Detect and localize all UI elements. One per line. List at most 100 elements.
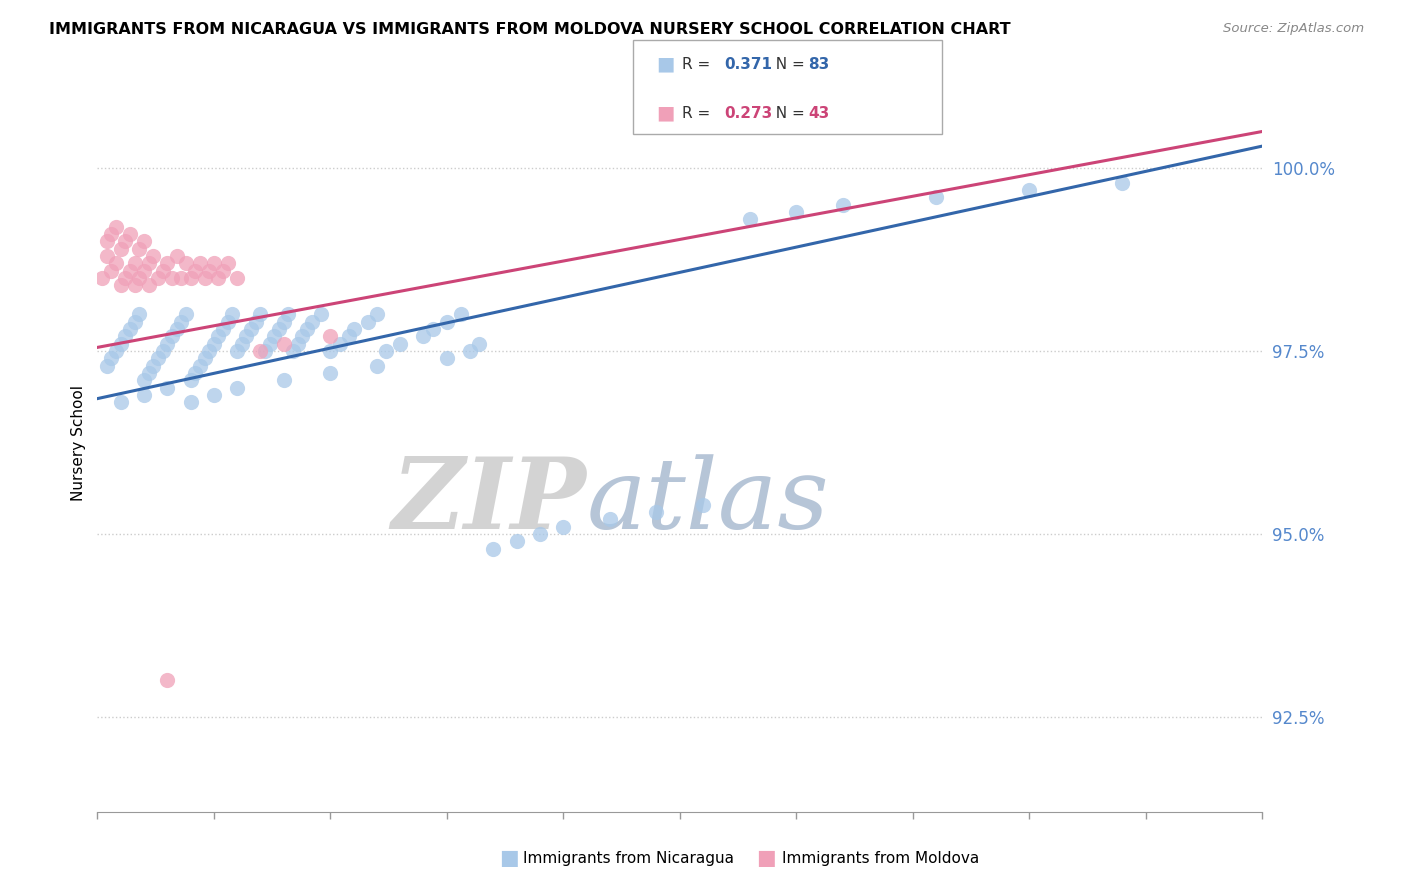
Point	[366, 359, 388, 373]
Point	[738, 212, 761, 227]
Point	[124, 278, 146, 293]
Point	[202, 336, 225, 351]
Point	[156, 256, 179, 270]
Point	[110, 336, 132, 351]
Point	[132, 388, 155, 402]
Point	[221, 308, 243, 322]
Text: R =: R =	[682, 57, 716, 71]
Y-axis label: Nursery School: Nursery School	[72, 384, 86, 500]
Text: ■: ■	[499, 848, 519, 868]
Point	[193, 271, 215, 285]
Text: N =: N =	[766, 57, 810, 71]
Point	[132, 263, 155, 277]
Point	[100, 227, 122, 241]
Point	[104, 219, 127, 234]
Point	[505, 534, 527, 549]
Point	[337, 329, 360, 343]
Point	[132, 373, 155, 387]
Point	[160, 271, 183, 285]
Point	[96, 249, 118, 263]
Point	[226, 344, 249, 359]
Point	[132, 235, 155, 249]
Point	[245, 315, 267, 329]
Point	[226, 381, 249, 395]
Point	[114, 235, 136, 249]
Point	[412, 329, 434, 343]
Point	[235, 329, 257, 343]
Point	[273, 336, 295, 351]
Point	[267, 322, 290, 336]
Point	[450, 308, 472, 322]
Point	[91, 271, 114, 285]
Point	[329, 336, 352, 351]
Text: 83: 83	[808, 57, 830, 71]
Point	[291, 329, 314, 343]
Point	[287, 336, 309, 351]
Point	[226, 271, 249, 285]
Point	[174, 256, 197, 270]
Point	[142, 359, 165, 373]
Point	[785, 205, 807, 219]
Point	[249, 308, 271, 322]
Point	[482, 541, 505, 556]
Point	[170, 315, 193, 329]
Point	[436, 351, 458, 366]
Text: 0.371: 0.371	[724, 57, 772, 71]
Point	[96, 359, 118, 373]
Point	[277, 308, 299, 322]
Point	[831, 197, 853, 211]
Text: atlas: atlas	[586, 454, 830, 549]
Point	[156, 381, 179, 395]
Point	[100, 351, 122, 366]
Point	[925, 190, 948, 204]
Point	[436, 315, 458, 329]
Point	[138, 256, 160, 270]
Point	[645, 505, 668, 519]
Point	[128, 308, 150, 322]
Point	[254, 344, 277, 359]
Text: ■: ■	[756, 848, 776, 868]
Point	[273, 315, 295, 329]
Text: ZIP: ZIP	[391, 453, 586, 549]
Point	[184, 263, 207, 277]
Point	[193, 351, 215, 366]
Point	[152, 344, 174, 359]
Text: ■: ■	[657, 103, 675, 123]
Point	[319, 329, 342, 343]
Text: N =: N =	[766, 106, 810, 120]
Point	[100, 263, 122, 277]
Point	[468, 336, 491, 351]
Point	[202, 388, 225, 402]
Point	[180, 271, 202, 285]
Point	[356, 315, 378, 329]
Point	[156, 673, 179, 688]
Point	[180, 395, 202, 409]
Point	[366, 308, 388, 322]
Point	[309, 308, 332, 322]
Point	[692, 498, 714, 512]
Point	[1111, 176, 1133, 190]
Point	[319, 344, 342, 359]
Point	[249, 344, 271, 359]
Point	[156, 336, 179, 351]
Point	[152, 263, 174, 277]
Point	[375, 344, 398, 359]
Point	[110, 278, 132, 293]
Point	[188, 256, 211, 270]
Point	[166, 322, 188, 336]
Point	[118, 263, 141, 277]
Text: 43: 43	[808, 106, 830, 120]
Point	[174, 308, 197, 322]
Point	[212, 322, 235, 336]
Point	[301, 315, 323, 329]
Point	[110, 395, 132, 409]
Text: Immigrants from Nicaragua: Immigrants from Nicaragua	[523, 851, 734, 865]
Point	[114, 329, 136, 343]
Point	[422, 322, 444, 336]
Point	[198, 263, 221, 277]
Text: R =: R =	[682, 106, 716, 120]
Point	[118, 322, 141, 336]
Text: IMMIGRANTS FROM NICARAGUA VS IMMIGRANTS FROM MOLDOVA NURSERY SCHOOL CORRELATION : IMMIGRANTS FROM NICARAGUA VS IMMIGRANTS …	[49, 22, 1011, 37]
Point	[212, 263, 235, 277]
Point	[146, 271, 169, 285]
